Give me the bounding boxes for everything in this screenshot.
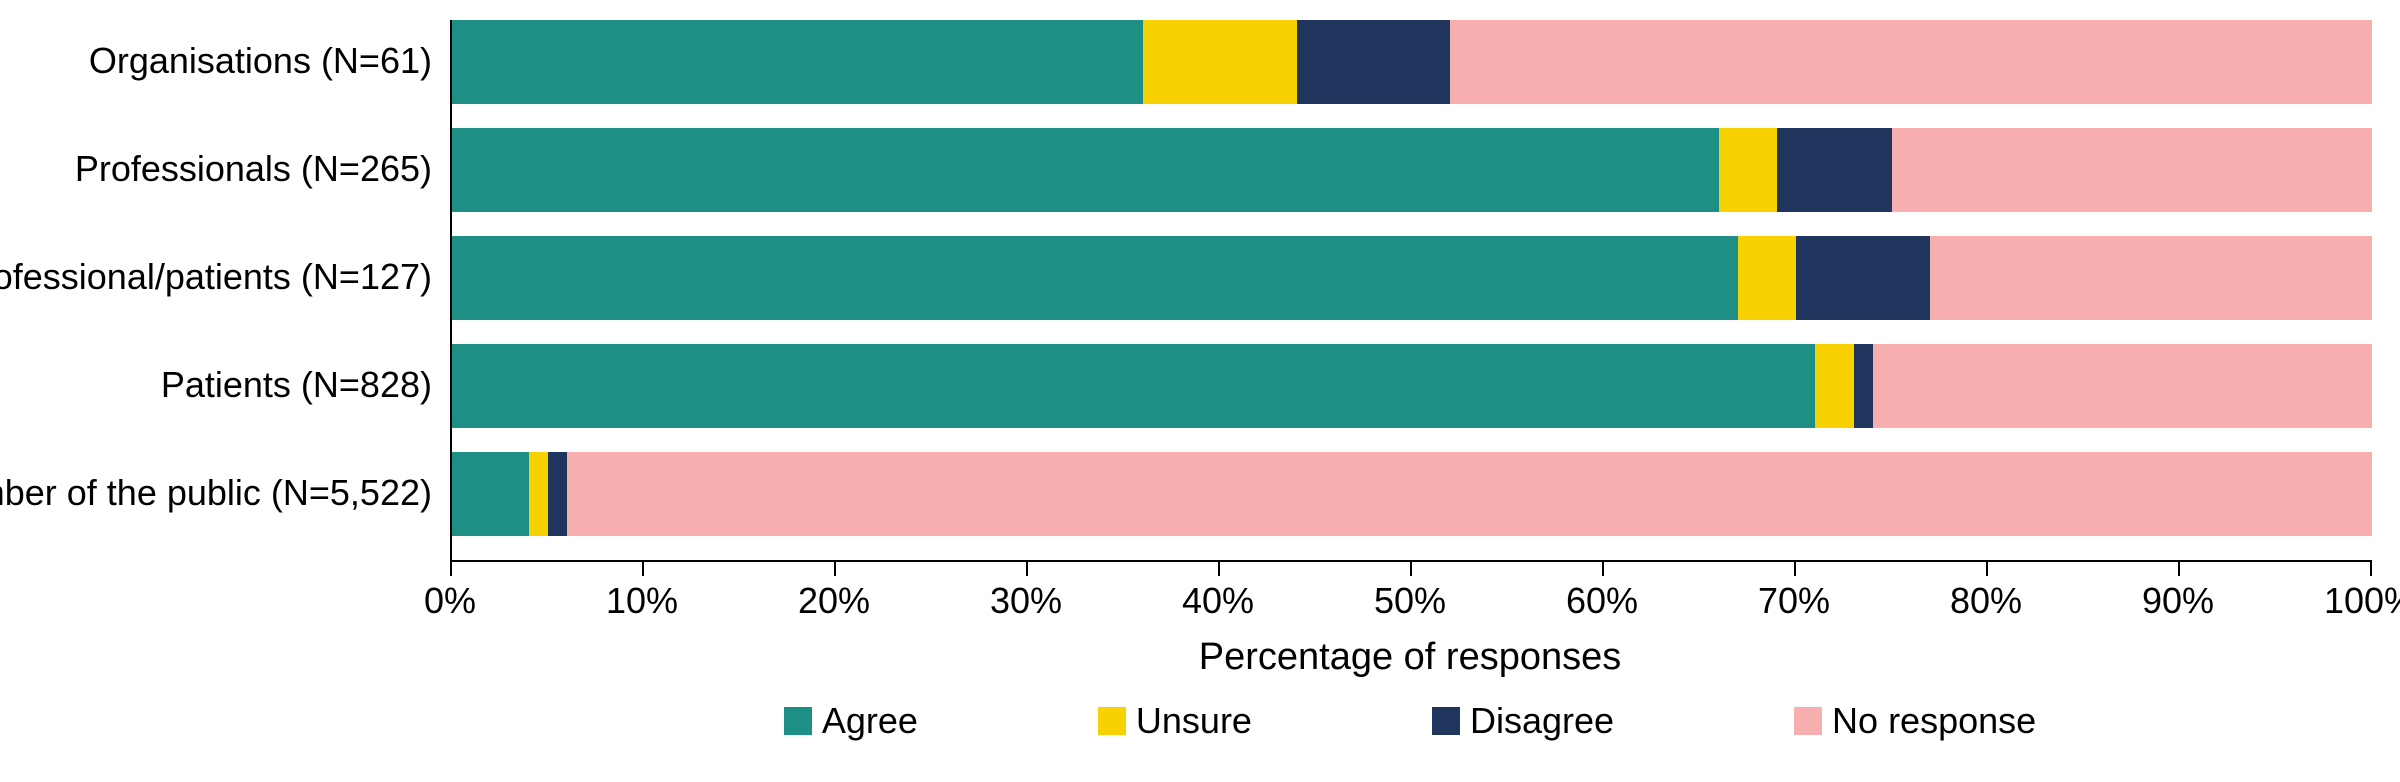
legend-item-disagree: Disagree	[1432, 700, 1614, 742]
bar-segment-no_response	[1450, 20, 2372, 104]
y-label-2: Professional/patients (N=127)	[0, 256, 432, 298]
bar-segment-disagree	[1796, 236, 1930, 320]
bar-row	[452, 128, 2372, 212]
legend-label: Unsure	[1136, 700, 1252, 742]
bar-segment-disagree	[548, 452, 567, 536]
x-axis-title: Percentage of responses	[450, 636, 2370, 679]
x-tick-label: 30%	[990, 580, 1062, 622]
x-tick-label: 80%	[1950, 580, 2022, 622]
bar-segment-no_response	[1892, 128, 2372, 212]
bar-segment-unsure	[1815, 344, 1853, 428]
bar-segment-disagree	[1854, 344, 1873, 428]
legend-label: No response	[1832, 700, 2036, 742]
y-label-0: Organisations (N=61)	[89, 40, 432, 82]
x-axis-tick-labels: 0%10%20%30%40%50%60%70%80%90%100%	[450, 580, 2370, 630]
x-tick-label: 10%	[606, 580, 678, 622]
x-tick-label: 0%	[424, 580, 476, 622]
x-tick-label: 60%	[1566, 580, 1638, 622]
bar-segment-unsure	[529, 452, 548, 536]
x-tick	[1218, 562, 1220, 576]
legend-label: Disagree	[1470, 700, 1614, 742]
legend-swatch	[1432, 707, 1460, 735]
bar-segment-agree	[452, 344, 1815, 428]
legend: Agree Unsure Disagree No response	[450, 700, 2370, 742]
legend-item-no_response: No response	[1794, 700, 2036, 742]
bar-segment-agree	[452, 452, 529, 536]
legend-label: Agree	[822, 700, 918, 742]
y-label-1: Professionals (N=265)	[75, 148, 432, 190]
x-tick-label: 90%	[2142, 580, 2214, 622]
x-tick-label: 70%	[1758, 580, 1830, 622]
x-tick	[1026, 562, 1028, 576]
bar-segment-agree	[452, 236, 1738, 320]
plot-area	[450, 20, 2372, 562]
legend-swatch	[1098, 707, 1126, 735]
x-tick-label: 20%	[798, 580, 870, 622]
bar-segment-unsure	[1143, 20, 1297, 104]
legend-item-unsure: Unsure	[1098, 700, 1252, 742]
legend-item-agree: Agree	[784, 700, 918, 742]
bar-segment-agree	[452, 128, 1719, 212]
x-tick	[1602, 562, 1604, 576]
bar-segment-disagree	[1777, 128, 1892, 212]
responses-stacked-bar-chart: Organisations (N=61) Professionals (N=26…	[0, 0, 2400, 782]
x-tick	[1794, 562, 1796, 576]
x-tick-label: 50%	[1374, 580, 1446, 622]
bar-segment-no_response	[567, 452, 2372, 536]
bar-row	[452, 236, 2372, 320]
x-tick	[2370, 562, 2372, 576]
x-tick	[642, 562, 644, 576]
bar-segment-disagree	[1297, 20, 1451, 104]
x-tick	[1986, 562, 1988, 576]
x-tick	[834, 562, 836, 576]
bar-segment-agree	[452, 20, 1143, 104]
x-tick-label: 40%	[1182, 580, 1254, 622]
y-label-3: Patients (N=828)	[161, 364, 432, 406]
bar-row	[452, 20, 2372, 104]
x-tick	[1410, 562, 1412, 576]
bar-row	[452, 452, 2372, 536]
legend-swatch	[784, 707, 812, 735]
bar-segment-unsure	[1719, 128, 1777, 212]
bar-segment-unsure	[1738, 236, 1796, 320]
x-tick-label: 100%	[2324, 580, 2400, 622]
x-tick	[2178, 562, 2180, 576]
bar-segment-no_response	[1873, 344, 2372, 428]
legend-swatch	[1794, 707, 1822, 735]
bar-segment-no_response	[1930, 236, 2372, 320]
y-label-4: Member of the public (N=5,522)	[0, 472, 432, 514]
x-tick	[450, 562, 452, 576]
bar-row	[452, 344, 2372, 428]
x-axis-ticks	[450, 562, 2370, 582]
